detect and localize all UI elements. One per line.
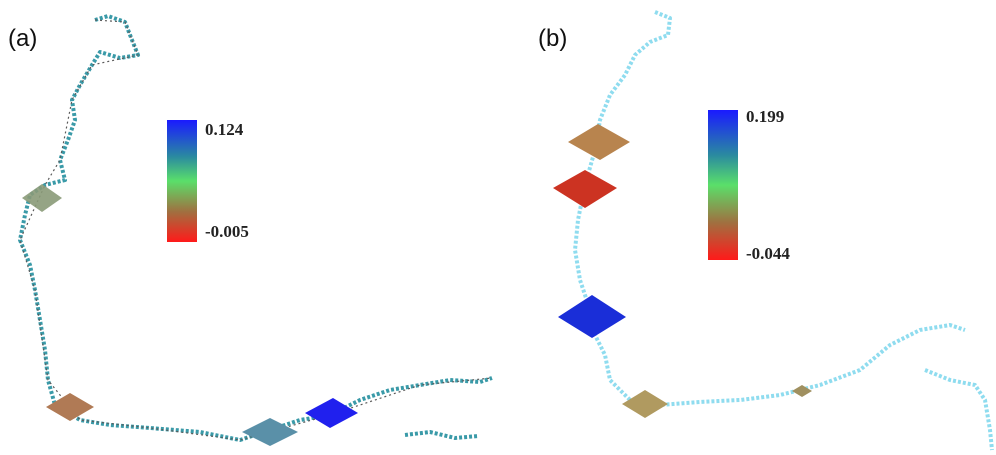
panel-a: (a) 0.124 -0.005 <box>8 16 492 446</box>
plaque <box>558 295 626 338</box>
figure: (a) 0.124 -0.005 (b) 0.199 -0.044 <box>0 0 996 455</box>
molecule-chain <box>20 16 492 440</box>
plaque <box>553 170 617 208</box>
molecule-chain <box>20 20 492 440</box>
colorbar-max: 0.199 <box>746 107 784 126</box>
colorbar-min: -0.005 <box>205 222 249 241</box>
panel-b: (b) 0.199 -0.044 <box>538 12 992 450</box>
colorbar <box>708 110 738 260</box>
plaque <box>305 398 358 428</box>
plaque <box>622 390 668 418</box>
plaque <box>568 124 630 160</box>
colorbar <box>167 120 197 242</box>
plaque <box>792 385 812 397</box>
molecule-chain <box>925 370 992 450</box>
panel-label: (a) <box>8 25 37 52</box>
colorbar-min: -0.044 <box>746 244 790 263</box>
molecule-chain <box>405 432 478 438</box>
colorbar-max: 0.124 <box>205 120 244 139</box>
panel-label: (b) <box>538 25 567 52</box>
molecule-chain <box>575 12 965 405</box>
